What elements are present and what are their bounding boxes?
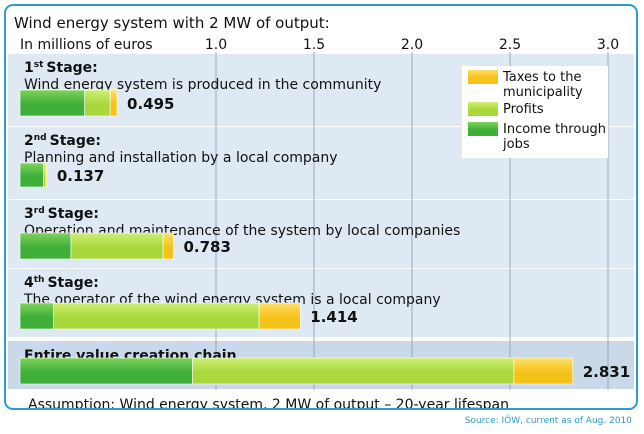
stage-heading: 4th Stage: — [24, 275, 99, 291]
bar-segment-taxes-to-the-municipality — [513, 357, 574, 385]
bar-segment-income-through-jobs — [19, 232, 72, 260]
tick-label-2.5: 2.5 — [499, 37, 521, 53]
stage-total: 0.495 — [127, 95, 174, 113]
bar-segment-income-through-jobs — [19, 357, 193, 385]
chart-title: Wind energy system with 2 MW of output: — [14, 14, 330, 32]
stage-heading: 2nd Stage: — [24, 133, 101, 149]
chart-frame: Wind energy system with 2 MW of output: I… — [4, 4, 638, 410]
legend-label: jobs — [502, 137, 530, 152]
bar-segment-income-through-jobs — [19, 302, 54, 330]
stacked-bar-chart: Wind energy system with 2 MW of output: I… — [8, 14, 634, 408]
bar-segment-income-through-jobs — [19, 89, 85, 117]
legend-label: Taxes to the — [502, 70, 581, 85]
bar-segment-taxes-to-the-municipality — [162, 232, 174, 260]
legend-label: municipality — [503, 85, 583, 100]
bar-segment-profits — [53, 302, 260, 330]
tick-label-1.0: 1.0 — [205, 37, 227, 53]
legend-swatch — [468, 102, 498, 116]
stage-description: Wind energy system is produced in the co… — [24, 77, 381, 93]
bar-segment-profits — [192, 357, 515, 385]
bar-segment-income-through-jobs — [19, 162, 44, 188]
tick-label-3.0: 3.0 — [597, 37, 619, 53]
stage-heading: 3rd Stage: — [24, 206, 99, 222]
tick-label-2.0: 2.0 — [401, 37, 423, 53]
bar-segment-taxes-to-the-municipality — [45, 162, 48, 188]
bar-segment-profits — [43, 162, 47, 188]
bar-segment-profits — [84, 89, 111, 117]
stage-total: 0.783 — [183, 238, 230, 256]
bar-segment-profits — [70, 232, 164, 260]
stage-heading: 1st Stage: — [24, 60, 98, 76]
stage-total: 2.831 — [583, 363, 630, 381]
legend-label: Profits — [503, 102, 544, 117]
source-note: Source: IÖW, current as of Aug. 2010 — [464, 416, 632, 426]
bar-segment-taxes-to-the-municipality — [109, 89, 118, 117]
legend-swatch — [468, 70, 498, 84]
legend-label: Income through — [503, 122, 606, 137]
tick-label-1.5: 1.5 — [303, 37, 325, 53]
bar-segment-taxes-to-the-municipality — [258, 302, 301, 330]
stage-description: Planning and installation by a local com… — [24, 150, 338, 166]
stage-total: 1.414 — [310, 308, 357, 326]
legend-swatch — [468, 122, 498, 136]
stage-total: 0.137 — [57, 167, 104, 185]
unit-label: In millions of euros — [20, 37, 153, 53]
assumption-note: Assumption: Wind energy system, 2 MW of … — [28, 397, 509, 408]
